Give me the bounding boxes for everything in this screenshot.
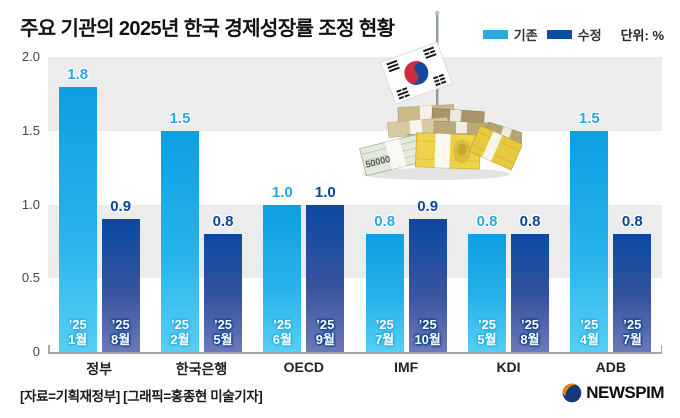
y-tick-label: 0 [32,344,40,359]
unit-label: 단위: % [620,28,664,43]
y-tick-label: 2.0 [21,49,40,64]
category-label-정부: 정부 [86,361,113,377]
category-label-IMF: IMF [394,359,419,375]
bar-existing-ADB: ’25 4월 [570,130,609,352]
money-stack-icon: 50000 [359,104,522,180]
bar-existing-KDI: ’25 5월 [468,234,506,352]
legend: 기존 수정 단위: % [482,25,664,44]
bar-revised-ADB: ’25 7월 [613,234,652,352]
source-credit: [자료=기획재정부] [그래픽=홍종현 미술기자] [20,389,263,404]
bar-value-label: 0.8 [212,213,234,230]
x-axis-line [48,352,662,354]
y-tick-label: 1.5 [21,122,40,138]
bar-revised-한국은행: ’25 5월 [204,234,242,352]
bar-month-tag: ’25 8월 [520,317,540,347]
category-label-KDI: KDI [496,359,521,375]
bar-month-tag: ’25 8월 [111,317,131,347]
legend-swatch-revised-icon [546,30,572,39]
bar-value-label: 0.9 [110,198,132,216]
legend-label-revised: 수정 [577,28,602,43]
grid-band [48,57,662,131]
bar-month-tag: ’25 1월 [68,317,88,347]
legend-item-revised: 수정 [546,25,602,44]
page-title: 주요 기관의 2025년 한국 경제성장률 조정 현황 [20,18,395,40]
bar-existing-한국은행: ’25 2월 [161,130,199,352]
bar-value-label: 1.0 [314,183,336,201]
category-label-ADB: ADB [595,359,626,375]
bar-value-label: 1.8 [67,65,89,83]
grid-band [48,204,662,279]
bar-month-tag: ’25 10월 [414,317,441,347]
bar-month-tag: ’25 7월 [375,317,395,347]
bar-month-tag: ’25 9월 [315,317,335,347]
category-label-OECD: OECD [283,359,325,375]
bar-value-label: 1.0 [271,183,293,201]
newspim-logo: NEWSPIM [562,383,664,403]
bar-existing-OECD: ’25 6월 [263,204,302,352]
bar-value-label: 1.5 [578,109,600,127]
bar-revised-IMF: ’25 10월 [408,219,447,352]
flag-money-illustration: 50000 [359,10,522,180]
bar-value-label: 0.8 [621,213,643,230]
bar-revised-정부: ’25 8월 [101,219,140,352]
bar-month-tag: ’25 2월 [170,317,190,347]
bar-value-label: 0.9 [417,198,439,216]
bar-revised-OECD: ’25 9월 [306,204,345,352]
legend-item-existing: 기존 [482,25,538,44]
newspim-logo-icon [562,383,582,403]
x-axis-endcap-right [660,345,662,352]
bar-value-label: 1.5 [169,109,191,127]
y-tick-label: 1.0 [21,196,40,212]
bar-value-label: 0.8 [374,213,396,230]
legend-label-existing: 기존 [513,28,538,43]
bar-month-tag: ’25 5월 [213,317,233,347]
bar-value-label: 0.8 [476,213,498,230]
newspim-logo-text: NEWSPIM [586,383,664,402]
bar-month-tag: ’25 5월 [477,317,497,347]
korea-flag-icon [380,41,453,105]
y-tick-label: 0.5 [21,270,40,286]
category-label-한국은행: 한국은행 [175,361,228,377]
bar-month-tag: ’25 7월 [622,317,642,347]
bar-existing-정부: ’25 1월 [58,86,97,352]
bar-revised-KDI: ’25 8월 [511,234,549,352]
legend-swatch-existing-icon [482,30,508,39]
bar-value-label: 0.8 [519,213,541,230]
bar-existing-IMF: ’25 7월 [365,234,404,352]
x-axis-endcap-left [48,345,50,352]
bar-month-tag: ’25 6월 [272,317,292,347]
bar-month-tag: ’25 4월 [579,317,599,347]
